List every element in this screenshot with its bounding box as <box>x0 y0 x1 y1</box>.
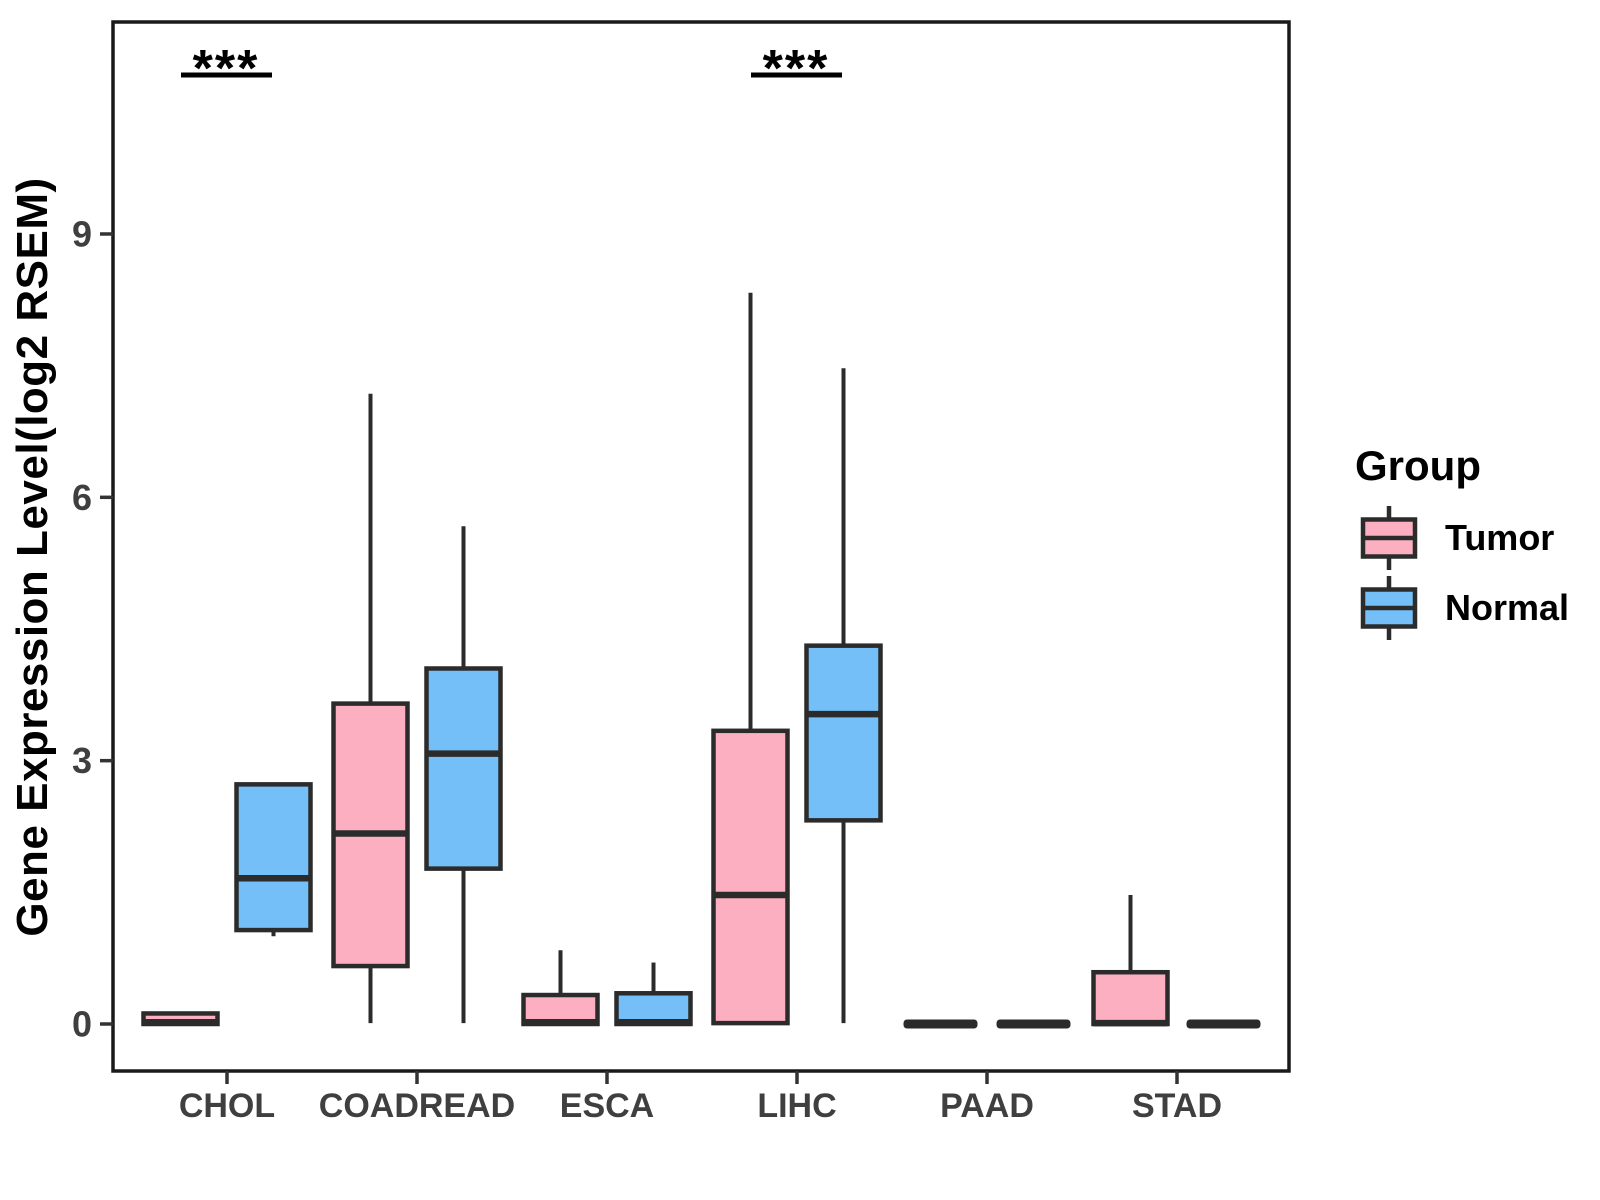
x-tick-label-PAAD: PAAD <box>940 1087 1034 1125</box>
box-tumor-PAAD <box>903 1019 978 1029</box>
flat-box <box>903 1019 978 1029</box>
x-tick-label-COADREAD: COADREAD <box>319 1087 515 1125</box>
legend-label-normal: Normal <box>1445 587 1570 628</box>
iqr-box <box>1091 969 1170 1027</box>
x-tick-label-ESCA: ESCA <box>560 1087 654 1125</box>
significance-CHOL: *** <box>181 40 272 98</box>
iqr-box <box>234 782 313 933</box>
iqr-box <box>804 643 883 823</box>
flat-box <box>996 1019 1071 1029</box>
iqr-box <box>614 991 693 1027</box>
box-tumor-CHOL <box>141 1011 220 1027</box>
box-tumor-LIHC <box>711 292 790 1026</box>
x-tick-label-LIHC: LIHC <box>757 1087 836 1125</box>
box-tumor-ESCA <box>521 950 600 1027</box>
y-tick-label: 3 <box>72 740 92 781</box>
x-tick-label-STAD: STAD <box>1132 1087 1222 1125</box>
box-tumor-STAD <box>1091 894 1170 1027</box>
box-normal-STAD <box>1186 1019 1261 1029</box>
box-normal-ESCA <box>614 962 693 1027</box>
box-normal-COADREAD <box>424 526 503 1024</box>
y-tick-label: 6 <box>72 477 92 518</box>
legend-item-tumor: Tumor <box>1328 504 1598 572</box>
legend-title: Group <box>1355 442 1481 489</box>
legend: Group Tumor Normal <box>1328 442 1598 642</box>
box-tumor-COADREAD <box>331 393 410 1024</box>
iqr-box <box>424 666 503 871</box>
flat-box <box>1186 1019 1261 1029</box>
legend-label-tumor: Tumor <box>1445 517 1555 558</box>
significance-stars: *** <box>763 40 830 98</box>
y-tick-label: 9 <box>72 213 92 254</box>
y-axis-title: Gene Expression Level(log2 RSEM) <box>8 177 57 937</box>
box-normal-LIHC <box>804 368 883 1024</box>
tumor-boxplot-key-icon <box>1360 506 1418 570</box>
plot-panel-border <box>111 20 1291 1073</box>
x-tick-label-CHOL: CHOL <box>179 1087 275 1125</box>
normal-boxplot-key-icon <box>1360 576 1418 640</box>
iqr-box <box>711 728 790 1026</box>
box-normal-PAAD <box>996 1019 1071 1029</box>
significance-LIHC: *** <box>751 40 842 98</box>
significance-stars: *** <box>193 40 260 98</box>
box-normal-CHOL <box>234 782 313 937</box>
y-tick-label: 0 <box>72 1004 92 1045</box>
legend-item-normal: Normal <box>1328 574 1598 642</box>
